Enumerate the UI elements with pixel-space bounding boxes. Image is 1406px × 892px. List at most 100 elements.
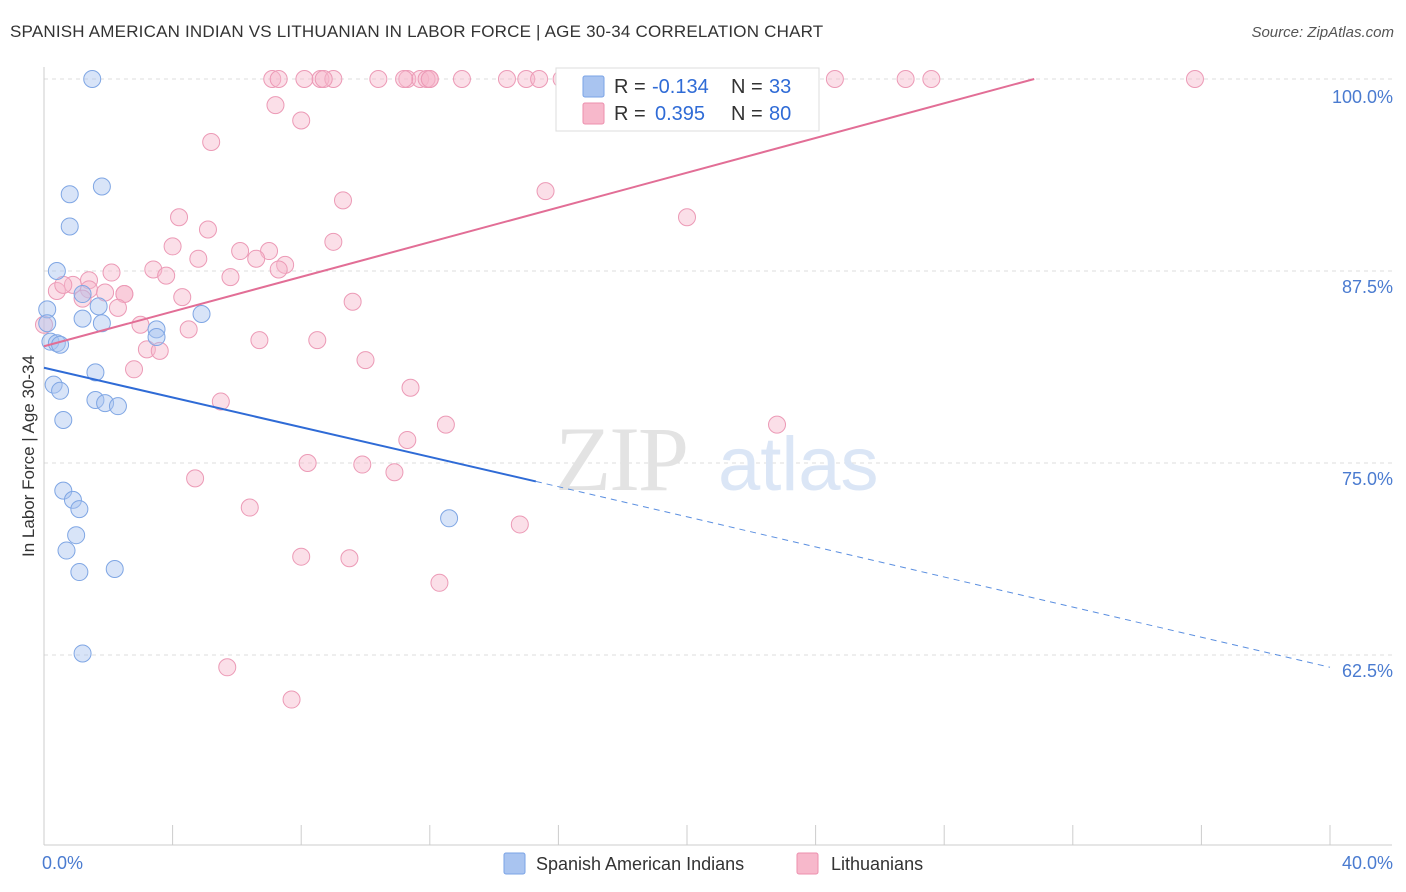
watermark: ZIP atlas xyxy=(555,408,879,510)
lithuanians-point xyxy=(157,266,176,285)
lithuanians-point xyxy=(517,70,536,88)
lithuanians-point xyxy=(137,340,156,359)
lithuanians-point xyxy=(398,430,417,449)
lithuanians-point xyxy=(170,208,189,227)
gridlines xyxy=(44,78,1392,656)
spanish-american-indians-points xyxy=(38,70,459,663)
lithuanians-point xyxy=(369,70,388,88)
lithuanians-point xyxy=(282,690,301,709)
lithuanians-point xyxy=(436,415,455,434)
chart-title: SPANISH AMERICAN INDIAN VS LITHUANIAN IN… xyxy=(10,22,824,41)
trend-line-spanish-american-indians xyxy=(43,366,537,483)
bottom-legend: Spanish American Indians Lithuanians xyxy=(503,852,923,875)
lithuanians-point xyxy=(308,331,327,350)
lithuanians-point xyxy=(150,341,169,360)
axes xyxy=(43,67,1392,846)
trend-line-extrapolated-spanish-american-indians xyxy=(535,480,1331,668)
lithuanians-point xyxy=(497,70,516,88)
spanish-american-indians-point xyxy=(108,397,127,416)
spanish-american-indians-point xyxy=(63,490,82,509)
lithuanians-point xyxy=(240,498,259,517)
lithuanians-point xyxy=(395,70,414,88)
lithuanians-point xyxy=(340,549,359,568)
lithuanians-point xyxy=(292,547,311,566)
legend-r-label-1: R = xyxy=(614,76,646,98)
lithuanians-point xyxy=(269,260,288,279)
y-tick-label: 100.0% xyxy=(1332,87,1393,107)
lithuanians-point xyxy=(218,658,237,677)
lithuanians-point xyxy=(179,320,198,339)
lithuanians-point xyxy=(411,70,430,88)
spanish-american-indians-point xyxy=(67,526,86,545)
legend-n-value-1: 33 xyxy=(769,76,791,98)
lithuanians-point xyxy=(198,220,217,239)
lithuanians-point xyxy=(678,208,696,227)
legend-r-label-2: R = xyxy=(614,103,646,125)
lithuanians-point xyxy=(356,351,375,370)
lithuanians-point xyxy=(125,360,144,379)
legend-swatch-pink xyxy=(582,102,605,125)
spanish-american-indians-point xyxy=(51,381,70,400)
spanish-american-indians-point xyxy=(51,335,70,354)
lithuanians-point xyxy=(420,70,439,88)
bottom-legend-swatch-pink xyxy=(796,852,819,875)
spanish-american-indians-point xyxy=(147,320,166,339)
spanish-american-indians-point xyxy=(105,559,124,578)
legend-r-value-1: -0.134 xyxy=(652,76,709,98)
source-label: Source: ZipAtlas.com xyxy=(1251,24,1394,41)
y-tick-label: 75.0% xyxy=(1342,469,1393,489)
watermark-zip: ZIP xyxy=(555,408,687,510)
y-tick-label: 87.5% xyxy=(1342,277,1393,297)
lithuanians-point xyxy=(173,288,192,307)
legend-n-label-1: N = xyxy=(731,76,763,98)
lithuanians-point xyxy=(353,455,372,474)
lithuanians-point xyxy=(102,263,121,282)
spanish-american-indians-point xyxy=(60,185,79,204)
lithuanians-point xyxy=(896,70,915,88)
lithuanians-point xyxy=(298,454,317,472)
spanish-american-indians-point xyxy=(54,410,73,429)
spanish-american-indians-point xyxy=(92,177,111,196)
lithuanians-point xyxy=(108,298,127,317)
x-tick-label-min: 0.0% xyxy=(42,853,83,873)
lithuanians-point xyxy=(163,237,182,256)
lithuanians-point xyxy=(211,392,230,411)
spanish-american-indians-point xyxy=(83,70,102,88)
lithuanians-point xyxy=(314,70,333,88)
lithuanians-point xyxy=(202,132,221,151)
spanish-american-indians-point xyxy=(89,297,108,316)
lithuanians-point xyxy=(35,315,53,334)
lithuanians-point xyxy=(1185,70,1204,88)
lithuanians-point xyxy=(510,515,529,534)
lithuanians-points xyxy=(35,70,1204,709)
lithuanians-point xyxy=(295,70,314,88)
lithuanians-point xyxy=(266,96,285,115)
trend-line-lithuanians xyxy=(43,78,1035,348)
spanish-american-indians-point xyxy=(440,509,459,528)
bottom-legend-swatch-blue xyxy=(503,852,526,875)
spanish-american-indians-point xyxy=(73,644,92,663)
lithuanians-point xyxy=(385,463,404,482)
lithuanians-point xyxy=(324,70,343,88)
bottom-legend-label-2: Lithuanians xyxy=(831,854,923,874)
lithuanians-point xyxy=(189,249,208,268)
spanish-american-indians-point xyxy=(192,305,211,324)
lithuanians-point xyxy=(186,469,205,488)
spanish-american-indians-point xyxy=(54,481,73,500)
legend-n-value-2: 80 xyxy=(769,103,791,125)
spanish-american-indians-point xyxy=(86,363,105,382)
legend-swatch-blue xyxy=(582,75,605,98)
y-axis-label: In Labor Force | Age 30-34 xyxy=(19,355,38,557)
lithuanians-point xyxy=(536,182,555,201)
y-tick-labels: 62.5% 75.0% 87.5% 100.0% xyxy=(1332,87,1393,681)
lithuanians-point xyxy=(250,331,269,350)
legend-box: R = -0.134 N = 33 R = 0.395 N = 80 xyxy=(555,67,820,132)
y-tick-label: 62.5% xyxy=(1342,661,1393,681)
lithuanians-point xyxy=(333,191,352,210)
lithuanians-point xyxy=(276,255,295,274)
lithuanians-point xyxy=(269,70,288,88)
lithuanians-point xyxy=(825,70,844,88)
lithuanians-point xyxy=(324,232,343,251)
spanish-american-indians-point xyxy=(92,314,111,333)
